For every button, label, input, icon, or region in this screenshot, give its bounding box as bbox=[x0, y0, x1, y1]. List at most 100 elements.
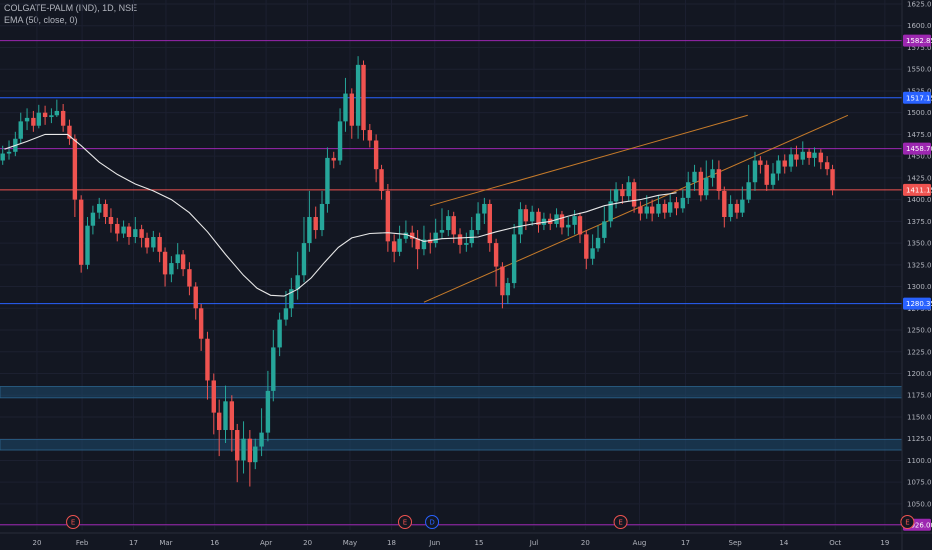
tag-label: 1280.35 bbox=[906, 300, 932, 308]
candle bbox=[800, 141, 805, 165]
candle-body bbox=[764, 164, 769, 185]
indicator-label: EMA (50, close, 0) bbox=[4, 15, 78, 25]
candle-body bbox=[211, 380, 216, 413]
candle-body bbox=[265, 390, 271, 433]
candle bbox=[812, 147, 817, 167]
candle bbox=[379, 164, 384, 200]
candle bbox=[349, 88, 354, 139]
candle-body bbox=[373, 140, 379, 170]
y-tick-label: 1175.00 bbox=[907, 392, 932, 400]
candle-body bbox=[559, 214, 565, 228]
candle bbox=[433, 218, 438, 248]
candle bbox=[704, 160, 709, 200]
candle bbox=[72, 134, 78, 218]
candle-body bbox=[722, 190, 727, 218]
candle-body bbox=[716, 169, 722, 191]
candle bbox=[6, 140, 12, 160]
candle-body bbox=[830, 169, 835, 191]
candle bbox=[187, 262, 192, 296]
candle-body bbox=[692, 171, 697, 183]
candle-body bbox=[349, 93, 354, 126]
tag-label: 1458.70 bbox=[906, 145, 932, 153]
candle-body bbox=[469, 230, 474, 244]
candle bbox=[60, 103, 66, 132]
candle bbox=[716, 160, 722, 200]
candle-body bbox=[325, 157, 330, 204]
candle bbox=[764, 160, 769, 191]
x-tick-label: Jun bbox=[428, 539, 440, 547]
candle-body bbox=[283, 308, 289, 320]
candle bbox=[97, 197, 102, 219]
candle bbox=[722, 186, 727, 228]
candle bbox=[24, 108, 30, 131]
candle bbox=[391, 234, 397, 263]
candle-body bbox=[410, 232, 415, 239]
candle-body bbox=[770, 173, 776, 185]
candle-body bbox=[680, 197, 686, 209]
candle bbox=[824, 156, 830, 176]
candle bbox=[523, 204, 529, 231]
candle-body bbox=[355, 64, 361, 126]
event-marker[interactable]: E bbox=[397, 515, 412, 529]
candle bbox=[31, 110, 36, 132]
candle bbox=[253, 438, 258, 470]
candle bbox=[241, 421, 246, 474]
candle bbox=[830, 164, 835, 196]
event-marker[interactable]: E bbox=[613, 515, 628, 529]
event-label: E bbox=[618, 519, 622, 527]
candle-body bbox=[662, 203, 667, 213]
candle-body bbox=[457, 234, 463, 245]
y-tick-label: 1525.00 bbox=[907, 87, 932, 95]
candle-body bbox=[379, 169, 384, 191]
event-marker[interactable]: E bbox=[900, 515, 915, 529]
candle bbox=[590, 234, 595, 265]
candle bbox=[662, 199, 667, 219]
event-label: E bbox=[71, 519, 75, 527]
event-circle bbox=[613, 515, 628, 529]
candle-body bbox=[253, 446, 258, 463]
candle bbox=[626, 176, 631, 202]
candle bbox=[247, 430, 253, 487]
x-tick-label: Mar bbox=[159, 539, 172, 547]
y-tick-label: 1225.00 bbox=[907, 348, 932, 356]
candle-body bbox=[235, 430, 240, 461]
candle-body bbox=[631, 182, 637, 207]
candle bbox=[355, 56, 361, 139]
y-tick-label: 1075.00 bbox=[907, 479, 932, 487]
x-tick-label: 16 bbox=[210, 539, 219, 547]
event-marker[interactable]: D bbox=[425, 515, 440, 529]
candle bbox=[740, 186, 745, 218]
candle bbox=[403, 220, 409, 244]
candle bbox=[608, 189, 613, 228]
x-tick-label: Apr bbox=[260, 539, 272, 547]
candle-body bbox=[139, 229, 144, 238]
tag-label: 1517.15 bbox=[906, 94, 932, 102]
candle-body bbox=[626, 182, 631, 197]
candle-body bbox=[103, 203, 108, 218]
level-price-tag: 1280.35 bbox=[903, 297, 932, 310]
candle-body bbox=[60, 110, 66, 126]
tag-bg bbox=[903, 297, 931, 310]
candle bbox=[367, 123, 373, 148]
event-marker[interactable]: E bbox=[66, 515, 81, 529]
candles bbox=[0, 56, 835, 487]
candle bbox=[505, 277, 511, 304]
candle-body bbox=[788, 154, 794, 167]
candle-body bbox=[42, 112, 48, 118]
candle bbox=[54, 99, 60, 118]
candle bbox=[554, 208, 559, 228]
candle-body bbox=[331, 157, 336, 161]
y-tick-label: 1625.00 bbox=[907, 1, 932, 9]
candle bbox=[169, 256, 174, 283]
candle-body bbox=[54, 110, 60, 116]
candle-body bbox=[180, 254, 186, 270]
candle-body bbox=[644, 206, 649, 214]
candle bbox=[475, 202, 481, 235]
candle-body bbox=[247, 438, 253, 463]
candle bbox=[325, 147, 330, 213]
candle bbox=[692, 164, 697, 191]
candle bbox=[428, 232, 433, 254]
candle-body bbox=[313, 217, 318, 231]
candle-body bbox=[307, 217, 312, 244]
